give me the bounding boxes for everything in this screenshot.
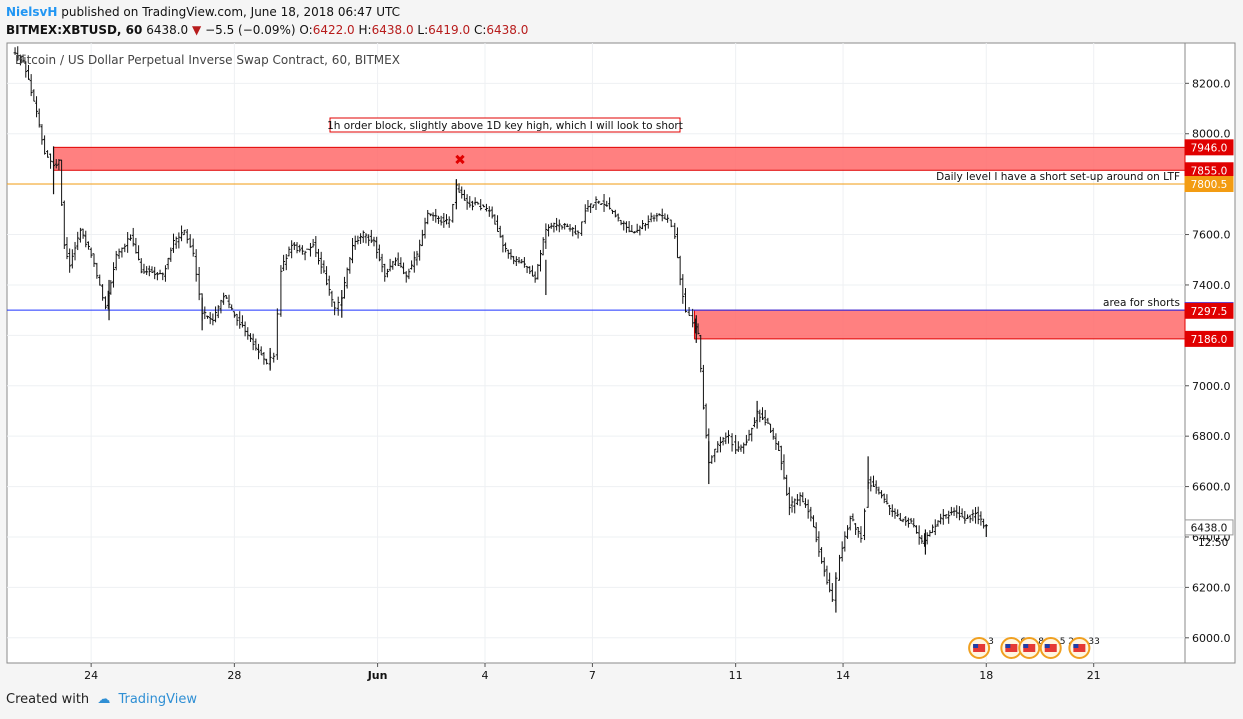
chart-annotations: 1h order block, slightly above 1D key hi… [15,53,683,168]
price-label-box [1184,139,1234,156]
grid-lines [7,43,1185,663]
annotation-box [329,117,681,133]
us-flag-event-icon [1023,644,1029,648]
price-label-box [1184,302,1234,319]
x-tick-label: 18 [979,669,993,682]
short-entry-marker: ✖ [454,152,466,168]
price-label-text: 7297.5 [1191,306,1228,318]
price-label-box [1184,330,1234,347]
level-label: Daily level I have a short set-up around… [936,171,1180,183]
created-with-label: Created with [6,692,90,707]
us-flag-event-icon [1044,644,1057,652]
y-tick-label: 6800.0 [1192,430,1231,443]
order-block-zone [53,146,1186,171]
chart-title: Bitcoin / US Dollar Perpetual Inverse Sw… [15,53,400,67]
price-candles [13,46,988,613]
x-tick-label: 4 [482,669,489,682]
price-label-box [1184,519,1234,536]
us-flag-event-icon [1044,644,1050,648]
author-link[interactable]: NielsvH [6,5,58,19]
x-tick-label: 28 [227,669,241,682]
us-flag-event-icon [973,644,979,648]
symbol-label: BITMEX:XBTUSD, 60 [6,23,143,37]
event-count: 33 [1088,637,1099,647]
order-block-zones [53,146,1186,340]
us-flag-event-icon [1005,644,1011,648]
price-label-text: 7855.0 [1191,165,1228,177]
footer: Created with ☁ TradingView [6,692,197,707]
y-tick-label: 8200.0 [1192,77,1231,90]
event-count: 5 2 [1060,637,1074,647]
level-label: area for shorts [1103,297,1180,309]
x-tick-label: 7 [589,669,596,682]
price-label-text: 7186.0 [1191,334,1228,346]
tradingview-brand-link[interactable]: TradingView [118,692,197,707]
y-tick-label: 7000.0 [1192,380,1231,393]
y-tick-label: 6000.0 [1192,632,1231,645]
bar-countdown: 12:50 [1198,537,1228,549]
price-chart[interactable]: Daily level I have a short set-up around… [0,0,1243,690]
order-block-zone [693,309,1186,340]
close-label: C: [473,23,487,37]
price-axis-labels: 7946.07855.07800.57300.07297.57186.06438… [1184,139,1234,536]
y-tick-label: 7600.0 [1192,229,1231,242]
us-flag-event-icon [1073,644,1079,648]
price-label-text: 7800.5 [1191,179,1228,191]
close-value: 6438.0 [486,23,529,37]
y-tick-label: 6200.0 [1192,581,1231,594]
x-tick-label: 24 [84,669,98,682]
x-tick-label: Jun [367,669,388,682]
tradingview-logo-icon[interactable]: ☁ [97,692,111,707]
y-tick-label: 8000.0 [1192,128,1231,141]
ohlc-line: BITMEX:XBTUSD, 60 6438.0 ▼ −5.5 (−0.09%)… [6,21,528,39]
y-tick-label: 6600.0 [1192,481,1231,494]
open-label: O: [299,23,313,37]
high-label: H: [358,23,372,37]
low-label: L: [417,23,429,37]
publish-line: NielsvH published on TradingView.com, Ju… [6,3,528,21]
chart-background [6,42,1186,664]
x-tick-label: 21 [1087,669,1101,682]
x-tick-label: 14 [836,669,850,682]
last-price: 6438.0 [146,23,189,37]
annotation-text: 1h order block, slightly above 1D key hi… [327,120,683,132]
x-tick-label: 11 [729,669,743,682]
down-arrow-icon: ▼ [192,23,202,37]
open-value: 6422.0 [312,23,355,37]
chart-header: NielsvH published on TradingView.com, Ju… [6,3,528,39]
publish-info: published on TradingView.com, June 18, 2… [61,5,401,19]
us-flag-event-icon [1005,644,1018,652]
time-axis[interactable]: 24 28 Jun 4 7 11 14 18 21 [84,663,1101,682]
us-flag-event-icon [1023,644,1036,652]
event-count: 8 [1038,637,1044,647]
y-tick-label: 7400.0 [1192,279,1231,292]
price-change: −5.5 (−0.09%) [205,23,296,37]
us-flag-event-icon [1073,644,1086,652]
event-count: 3 [988,637,994,647]
price-label-box [1184,176,1234,193]
high-value: 6438.0 [371,23,414,37]
price-label-text: 7946.0 [1191,142,1228,154]
price-label-text: 6438.0 [1191,522,1228,534]
event-badges[interactable]: 3685 233 [968,637,1100,659]
low-value: 6419.0 [428,23,471,37]
horizontal-levels: Daily level I have a short set-up around… [7,171,1185,311]
us-flag-event-icon [973,644,986,652]
